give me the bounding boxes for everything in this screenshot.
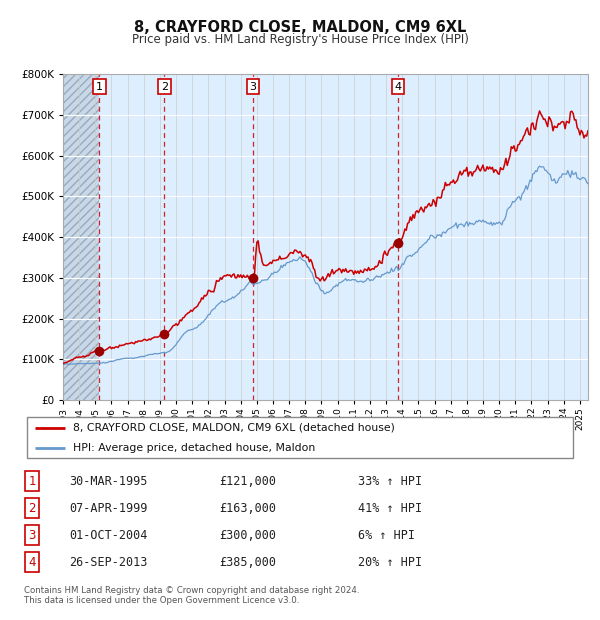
Text: 6% ↑ HPI: 6% ↑ HPI bbox=[358, 529, 415, 542]
Text: 3: 3 bbox=[28, 529, 36, 542]
Text: 3: 3 bbox=[250, 82, 256, 92]
Text: 20% ↑ HPI: 20% ↑ HPI bbox=[358, 556, 422, 569]
Text: 07-APR-1999: 07-APR-1999 bbox=[70, 502, 148, 515]
Text: 8, CRAYFORD CLOSE, MALDON, CM9 6XL: 8, CRAYFORD CLOSE, MALDON, CM9 6XL bbox=[134, 20, 466, 35]
Text: 33% ↑ HPI: 33% ↑ HPI bbox=[358, 475, 422, 488]
Text: 1: 1 bbox=[28, 475, 36, 488]
Text: 1: 1 bbox=[96, 82, 103, 92]
Text: £163,000: £163,000 bbox=[220, 502, 277, 515]
Text: 4: 4 bbox=[28, 556, 36, 569]
Text: £300,000: £300,000 bbox=[220, 529, 277, 542]
Text: 26-SEP-2013: 26-SEP-2013 bbox=[70, 556, 148, 569]
Text: 01-OCT-2004: 01-OCT-2004 bbox=[70, 529, 148, 542]
Text: 2: 2 bbox=[161, 82, 168, 92]
Text: 2: 2 bbox=[28, 502, 36, 515]
Bar bbox=[63, 74, 100, 400]
Text: 41% ↑ HPI: 41% ↑ HPI bbox=[358, 502, 422, 515]
Text: Contains HM Land Registry data © Crown copyright and database right 2024.
This d: Contains HM Land Registry data © Crown c… bbox=[24, 586, 359, 605]
Text: 30-MAR-1995: 30-MAR-1995 bbox=[70, 475, 148, 488]
Text: £121,000: £121,000 bbox=[220, 475, 277, 488]
Text: £385,000: £385,000 bbox=[220, 556, 277, 569]
Text: HPI: Average price, detached house, Maldon: HPI: Average price, detached house, Mald… bbox=[73, 443, 315, 453]
Text: 8, CRAYFORD CLOSE, MALDON, CM9 6XL (detached house): 8, CRAYFORD CLOSE, MALDON, CM9 6XL (deta… bbox=[73, 423, 394, 433]
Text: Price paid vs. HM Land Registry's House Price Index (HPI): Price paid vs. HM Land Registry's House … bbox=[131, 33, 469, 46]
Text: 4: 4 bbox=[394, 82, 401, 92]
Bar bbox=[63, 74, 100, 400]
FancyBboxPatch shape bbox=[27, 417, 573, 458]
